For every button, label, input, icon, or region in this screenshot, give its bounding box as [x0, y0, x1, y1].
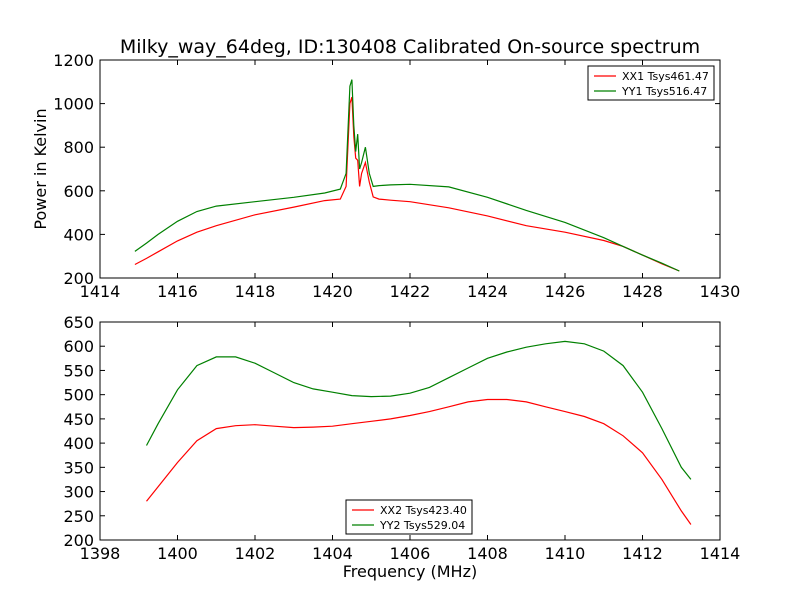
series-line-2: [134, 79, 680, 272]
x-tick-label: 1424: [467, 282, 508, 301]
y-tick-label: 600: [63, 182, 94, 201]
legend-box: [587, 65, 715, 101]
y-tick-label: 450: [63, 410, 94, 429]
series-line-1: [146, 398, 692, 525]
y-tick-label: 500: [63, 386, 94, 405]
legend-label: XX2 Tsys423.40: [380, 504, 467, 517]
chart-title: Milky_way_64deg, ID:130408 Calibrated On…: [120, 36, 700, 58]
x-tick-label: 1420: [312, 282, 353, 301]
y-tick-label: 600: [63, 337, 94, 356]
x-tick-label: 1414: [80, 282, 121, 301]
x-tick-label: 1400: [157, 544, 198, 563]
x-tick-label: 1422: [390, 282, 431, 301]
x-axis-label: Frequency (MHz): [343, 562, 477, 581]
plot-panel-2: 1398 1400 1402 1404 1406 1408 1410 1412 1414 200 2…: [63, 313, 740, 581]
y-tick-label: 1000: [53, 95, 94, 114]
y-tick-label: 1200: [53, 51, 94, 70]
plot-panel-1: 1414 1416 1418 1420 1422 1424 1426 1428 1430 200 4…: [31, 51, 740, 301]
y-tick-label: 650: [63, 313, 94, 332]
y-tick-label: 200: [63, 269, 94, 288]
x-tick-label: 1430: [700, 282, 741, 301]
y-tick-label: 800: [63, 138, 94, 157]
legend: XX1 Tsys461.47 YY1 Tsys516.47: [587, 65, 715, 101]
y-axis-label: Power in Kelvin: [31, 108, 50, 229]
x-tick-label: 1406: [390, 544, 431, 563]
x-tick-label: 1402: [235, 544, 276, 563]
x-tick-label: 1414: [700, 544, 741, 563]
legend-box: [345, 499, 473, 535]
y-tick-label: 400: [63, 225, 94, 244]
legend-label: XX1 Tsys461.47: [622, 70, 709, 83]
x-tick-label: 1398: [80, 544, 121, 563]
legend-label: YY2 Tsys529.04: [379, 519, 465, 532]
plot-panels: 1414 1416 1418 1420 1422 1424 1426 1428 1430 200 4…: [31, 51, 740, 581]
x-tick-label: 1410: [545, 544, 586, 563]
legend: XX2 Tsys423.40 YY2 Tsys529.04: [345, 499, 473, 535]
series-line-1: [134, 96, 680, 272]
x-tick-label: 1426: [545, 282, 586, 301]
x-tick-label: 1428: [622, 282, 663, 301]
y-tick-label: 550: [63, 361, 94, 380]
x-tick-label: 1412: [622, 544, 663, 563]
y-tick-label: 250: [63, 507, 94, 526]
y-tick-label: 200: [63, 531, 94, 550]
x-tick-label: 1418: [235, 282, 276, 301]
y-tick-label: 400: [63, 434, 94, 453]
y-tick-label: 300: [63, 483, 94, 502]
legend-label: YY1 Tsys516.47: [621, 85, 707, 98]
series-line-2: [145, 340, 692, 480]
x-tick-label: 1416: [157, 282, 198, 301]
x-tick-label: 1408: [467, 544, 508, 563]
x-tick-label: 1404: [312, 544, 353, 563]
y-tick-label: 350: [63, 458, 94, 477]
